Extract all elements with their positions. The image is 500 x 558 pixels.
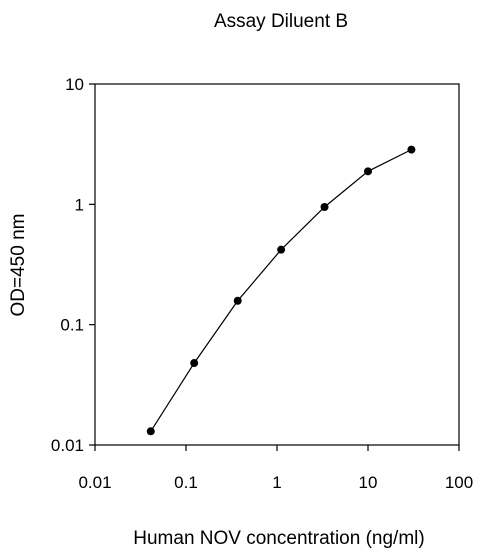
x-tick-label: 0.1 [174, 473, 198, 492]
x-axis: 0.01 0.1 1 10 100 [78, 445, 473, 492]
data-point [233, 296, 242, 305]
x-tick-label: 10 [359, 473, 378, 492]
plot-area [94, 83, 460, 446]
x-tick-label: 1 [272, 473, 281, 492]
data-point [407, 145, 416, 154]
y-axis-label: OD=450 nm [8, 214, 29, 317]
x-tick-label: 100 [445, 473, 473, 492]
y-tick-label: 10 [65, 75, 84, 94]
data-point [190, 359, 199, 368]
x-axis-label: Human NOV concentration (ng/ml) [133, 528, 424, 549]
data-point [146, 427, 155, 436]
x-tick-label: 0.01 [78, 473, 111, 492]
data-points [146, 145, 416, 436]
series-line [150, 149, 412, 432]
data-point [364, 167, 372, 176]
y-axis: 0.01 0.1 1 10 [51, 75, 95, 455]
y-tick-label: 0.1 [60, 316, 84, 335]
data-point [320, 203, 329, 212]
chart-title: Assay Diluent B [214, 11, 348, 32]
data-point [277, 245, 286, 254]
y-tick-label: 0.01 [51, 436, 84, 455]
y-tick-label: 1 [75, 195, 84, 214]
